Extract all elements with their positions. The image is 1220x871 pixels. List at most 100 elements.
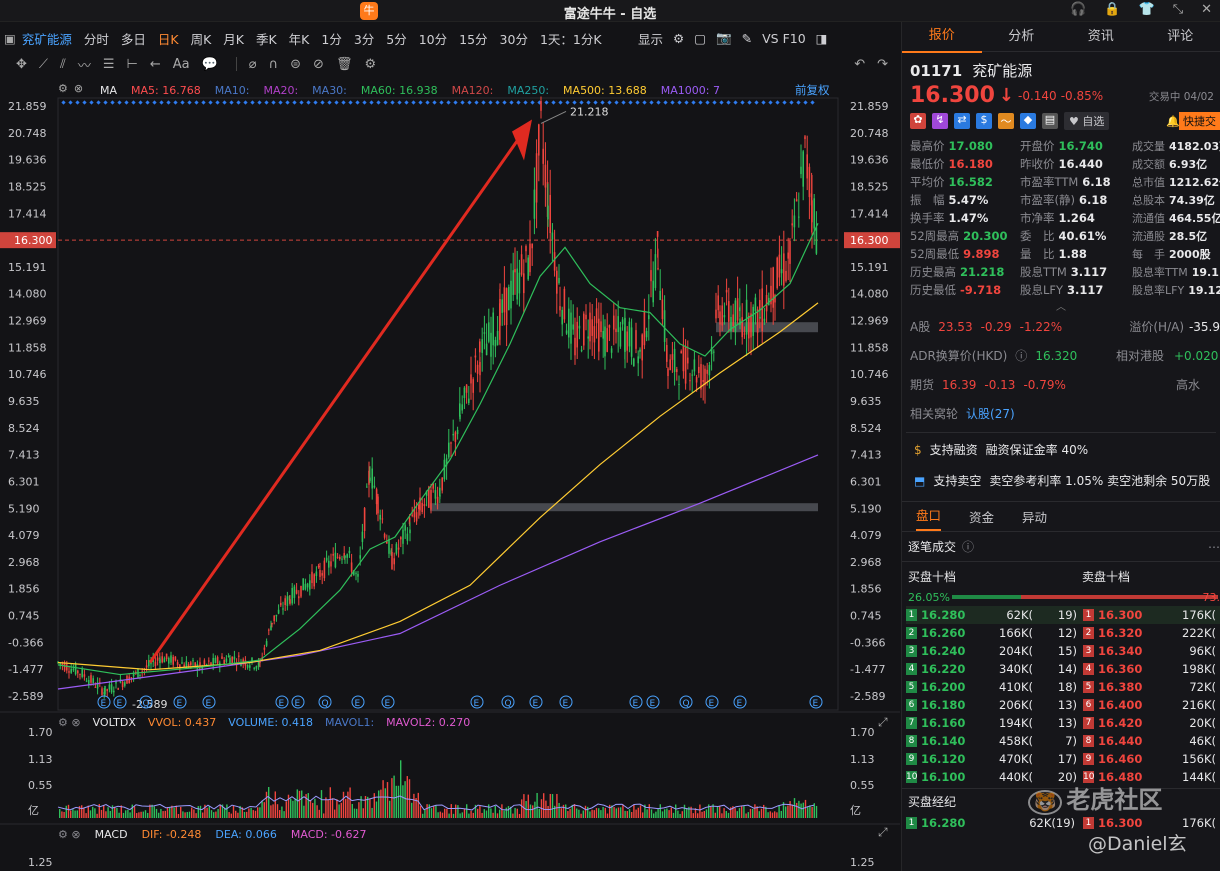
period-item[interactable]: 15分 (459, 31, 488, 47)
more-icon[interactable]: ⋯ (1208, 539, 1220, 554)
tab-analysis[interactable]: 分析 (1008, 28, 1035, 44)
ticks-info-icon[interactable]: ⓘ (962, 540, 975, 554)
period-item[interactable]: 分时 (83, 31, 109, 47)
legend-close-icon[interactable]: ⊗ (73, 82, 84, 95)
period-item[interactable]: 5分 (386, 31, 407, 47)
order-book-row[interactable]: 10 16.100 440K(20) 10 16.480 144K( (906, 768, 1220, 786)
period-item[interactable]: 10分 (418, 31, 448, 47)
vol-settings-icon[interactable]: ⚙ ⊗ (58, 716, 81, 729)
hide-drawing-icon[interactable]: ⊘ (313, 56, 324, 72)
order-book-row[interactable]: 3 16.240 204K(15) 3 16.340 96K( (906, 642, 1220, 660)
shirt-icon[interactable]: 👕 (1138, 2, 1155, 17)
watchlist-button[interactable]: ♥ 自选 (1064, 112, 1110, 130)
tab-quote[interactable]: 报价 (902, 21, 982, 53)
camera-icon[interactable]: 📷 (716, 30, 732, 45)
tab-news[interactable]: 资讯 (1087, 28, 1114, 44)
macd-indicator-name[interactable]: MACD (94, 828, 128, 841)
period-item[interactable]: 3分 (353, 31, 375, 47)
comment-tool-icon[interactable]: 💬 (201, 56, 218, 72)
warrant-link[interactable]: 认股(27) (966, 407, 1015, 421)
pen-icon[interactable]: ✎ (741, 30, 753, 46)
indicator-name[interactable]: MA (100, 83, 118, 97)
ma-legend-item[interactable]: MA500: 13.688 (563, 83, 647, 97)
order-book-row[interactable]: 5 16.200 410K(18) 5 16.380 72K( (906, 678, 1220, 696)
adjust-mode[interactable]: 前复权 (795, 83, 830, 97)
wave-tool-icon[interactable]: 〰 (77, 58, 91, 74)
order-book-row[interactable]: 9 16.120 470K(17) 9 16.460 156K( (906, 750, 1220, 768)
ma-legend-item[interactable]: MA10: (214, 83, 250, 97)
period-item[interactable]: 周K (190, 31, 212, 47)
bid-level: 5 (906, 681, 917, 693)
vol-indicator-name[interactable]: VOLTDX (92, 716, 136, 729)
ashare-label[interactable]: A股 (910, 320, 931, 334)
order-book-row[interactable]: 2 16.260 166K(12) 2 16.320 222K( (906, 624, 1220, 642)
close-icon[interactable]: ✕ (1201, 2, 1212, 17)
kline-chart[interactable]: 21.859 21.859 20.748 20.748 19.636 19.636 18.5… (0, 96, 900, 871)
period-item[interactable]: 30分 (499, 31, 528, 47)
f10-button[interactable]: VS F10 (762, 30, 806, 46)
ma-legend-item[interactable]: MA120: (451, 83, 494, 97)
ma-legend-item[interactable]: MA1000: 7 (660, 83, 720, 97)
candle-body (323, 560, 326, 579)
quick-trade-button[interactable]: 快捷交 (1179, 112, 1220, 130)
settings-icon[interactable]: ⚙ (673, 30, 685, 46)
period-item[interactable]: 年K (288, 31, 310, 47)
ma-legend-item[interactable]: MA250: (507, 83, 550, 97)
ma-legend-item[interactable]: MA60: 16.938 (360, 83, 438, 97)
redo-icon[interactable]: ↷ (877, 56, 888, 72)
tab-movement[interactable]: 异动 (1022, 510, 1048, 525)
panel-toggle-icon[interactable]: ◨ (815, 30, 828, 46)
collapse-arrow-icon[interactable]: ︿ (1056, 302, 1066, 313)
magnet-icon[interactable]: ∩ (268, 56, 279, 72)
line-tool-icon[interactable]: ⟋ (38, 56, 49, 72)
delete-icon[interactable]: 🗑 (335, 56, 353, 72)
order-book-row[interactable]: 1 16.280 62K(19) 1 16.300 176K( (906, 606, 1220, 624)
drawing-settings-icon[interactable]: ⚙ (364, 56, 377, 72)
bell-icon[interactable]: 🔔 (1166, 114, 1180, 128)
ma-legend-item[interactable]: MA5: 16.768 (131, 83, 201, 97)
measure-tool-icon[interactable]: ⊢ (126, 56, 138, 72)
lock-drawing-icon[interactable]: ⊜ (290, 56, 302, 72)
text-tool-icon[interactable]: Aa (172, 56, 190, 72)
arrow-tool-icon[interactable]: ← (149, 56, 161, 72)
future-label[interactable]: 期货 (910, 378, 935, 392)
fib-tool-icon[interactable]: ☰ (102, 56, 115, 72)
order-book-row[interactable]: 8 16.140 458K(7) 8 16.440 46K( (906, 732, 1220, 750)
period-item[interactable]: 多日 (120, 31, 146, 47)
volume-bar (419, 805, 422, 818)
headset-icon[interactable]: 🎧 (1070, 2, 1087, 17)
tab-capital[interactable]: 资金 (969, 510, 995, 525)
period-item[interactable]: 1分 (321, 31, 342, 47)
candle-body (743, 333, 746, 335)
layout-icon[interactable]: ▢ (694, 30, 707, 46)
order-book-row[interactable]: 6 16.180 206K(13) 6 16.400 216K( (906, 696, 1220, 714)
crosshair-icon[interactable]: ✥ (16, 56, 27, 72)
candle-body (474, 355, 477, 358)
collapse-icon[interactable]: ⤡ (1172, 2, 1184, 17)
ticks-label[interactable]: 逐笔成交 (908, 540, 957, 554)
period-item[interactable]: 1天：1分K (539, 31, 602, 47)
macd-settings-icon[interactable]: ⚙ ⊗ (58, 828, 81, 841)
tab-comments[interactable]: 评论 (1167, 28, 1194, 44)
marker-dot (789, 100, 794, 105)
period-item[interactable]: 月K (223, 31, 244, 47)
period-item[interactable]: 季K (255, 31, 277, 47)
order-book-row[interactable]: 7 16.160 194K(13) 7 16.420 20K( (906, 714, 1220, 732)
period-item[interactable]: 兖矿能源 (21, 31, 72, 47)
eraser-icon[interactable]: ⌀ (248, 56, 257, 72)
order-book-row[interactable]: 4 16.220 340K(14) 4 16.360 198K( (906, 660, 1220, 678)
undo-icon[interactable]: ↶ (854, 56, 866, 72)
ma-legend-item[interactable]: MA20: (263, 83, 299, 97)
sidebar-toggle-icon[interactable]: ▣ (4, 30, 16, 46)
lock-icon[interactable]: 🔒 (1104, 2, 1121, 17)
ma-legend-item[interactable]: MA30: (312, 83, 347, 97)
channel-tool-icon[interactable]: ⫽ (60, 56, 66, 72)
stat-cell: 历史最高 21.218 (910, 264, 1020, 280)
event-marker (351, 695, 365, 709)
info-icon[interactable]: ⓘ (1015, 349, 1028, 363)
candle-body (369, 477, 371, 481)
tab-orderbook[interactable]: 盘口 (916, 503, 942, 531)
display-menu[interactable]: 显示 (638, 31, 664, 47)
period-item[interactable]: 日K (157, 31, 179, 47)
legend-settings-icon[interactable]: ⚙ (58, 82, 68, 95)
